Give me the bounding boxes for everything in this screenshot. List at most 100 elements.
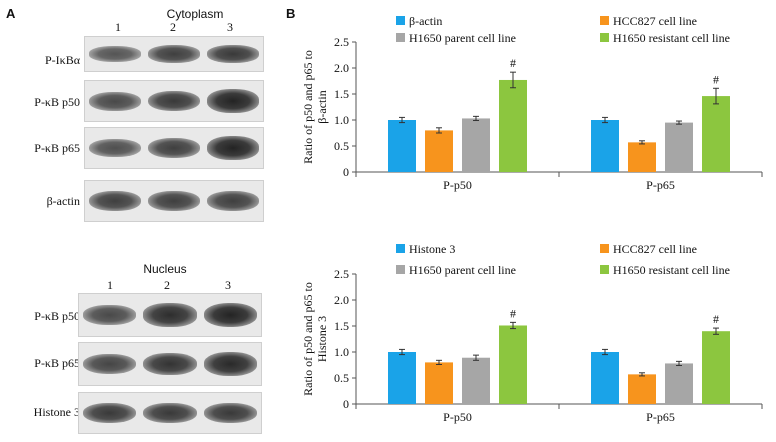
nucleus-title: Nucleus: [143, 262, 187, 276]
legend-label: H1650 parent cell line: [409, 263, 516, 277]
blot-band: [147, 190, 201, 212]
bar: [702, 331, 730, 404]
nuc-lane-1: 1: [107, 278, 113, 292]
legend-label: HCC827 cell line: [613, 14, 697, 28]
y-tick-label: 2.0: [334, 293, 349, 307]
significance-mark: #: [713, 72, 719, 86]
significance-mark: #: [510, 306, 516, 320]
x-tick-label: P-p50: [443, 410, 472, 424]
y-axis-label: Ratio of p50 and p65 to: [301, 282, 315, 396]
legend-label: H1650 resistant cell line: [613, 263, 730, 277]
bar: [425, 130, 453, 172]
bar: [462, 357, 490, 404]
y-axis-label: Ratio of p50 and p65 to: [301, 50, 315, 164]
blot-band: [147, 137, 201, 159]
legend-swatch: [600, 16, 609, 25]
y-axis-label: Histone 3: [315, 316, 329, 362]
cyto-blot-actin: [84, 180, 264, 222]
bar: [499, 79, 527, 172]
nuc-lane-2: 2: [164, 278, 170, 292]
legend-swatch: [396, 16, 405, 25]
bar: [665, 122, 693, 172]
cyto-row-label-1: P-IκBα: [44, 53, 80, 67]
blot-band: [88, 190, 141, 212]
blot-band: [207, 89, 260, 113]
y-tick-label: 2.5: [334, 267, 349, 281]
legend-label: H1650 parent cell line: [409, 31, 516, 45]
cyto-blot-p65: [84, 127, 264, 169]
y-tick-label: 1.0: [334, 345, 349, 359]
nuc-row-label-2: P-κB p65: [34, 356, 80, 370]
blot-band: [207, 136, 260, 160]
blot-band: [143, 402, 197, 424]
blot-band: [207, 45, 260, 63]
cyto-lane-3: 3: [227, 20, 233, 34]
legend-swatch: [396, 33, 405, 42]
blot-band: [143, 303, 197, 327]
blot-band: [203, 302, 258, 328]
legend-label: H1650 resistant cell line: [613, 31, 730, 45]
cyto-blot-p50: [84, 80, 264, 122]
x-tick-label: P-p65: [646, 410, 675, 424]
nuc-row-label-3: Histone 3: [33, 405, 80, 419]
bar: [425, 362, 453, 404]
y-axis-label: β-actin: [315, 90, 329, 123]
y-tick-label: 2.5: [334, 35, 349, 49]
y-tick-label: 2.0: [334, 61, 349, 75]
bar: [665, 363, 693, 404]
cyto-blot-ikba: [84, 36, 264, 72]
legend-label: HCC827 cell line: [613, 242, 697, 256]
bar: [628, 142, 656, 172]
blot-band: [82, 305, 136, 325]
panel-a-letter: A: [6, 6, 16, 21]
x-tick-label: P-p50: [443, 178, 472, 192]
legend-swatch: [396, 244, 405, 253]
blot-band: [82, 353, 136, 375]
legend-label: Histone 3: [409, 242, 455, 256]
y-tick-label: 1.5: [334, 87, 349, 101]
y-tick-label: 1.0: [334, 113, 349, 127]
x-tick-label: P-p65: [646, 178, 675, 192]
cyto-row-label-4: β-actin: [46, 194, 80, 208]
significance-mark: #: [713, 312, 719, 326]
cyto-row-label-3: P-κB p65: [34, 141, 80, 155]
nuc-blot-p50: [78, 293, 262, 337]
blot-band: [88, 46, 141, 62]
bar: [462, 118, 490, 172]
blot-band: [88, 91, 141, 111]
bar-chart-histone-3: Histone 3 HCC827 cell line H1650 parent ce…: [301, 242, 763, 424]
bar: [499, 325, 527, 404]
y-tick-label: 0: [343, 165, 349, 179]
y-tick-label: 0: [343, 397, 349, 411]
y-tick-label: 0.5: [334, 371, 349, 385]
blot-band: [88, 138, 141, 158]
bar: [702, 96, 730, 172]
bar-chart-beta-actin: β-actin HCC827 cell line H1650 parent cell…: [301, 14, 763, 192]
panel-b-letter: B: [286, 6, 296, 21]
bar: [591, 352, 619, 404]
cytoplasm-title: Cytoplasm: [166, 7, 224, 21]
legend-swatch: [600, 33, 609, 42]
y-tick-label: 0.5: [334, 139, 349, 153]
y-tick-label: 1.5: [334, 319, 349, 333]
bar: [388, 120, 416, 172]
nuc-lane-3: 3: [225, 278, 231, 292]
cyto-lane-2: 2: [170, 20, 176, 34]
blot-band: [143, 352, 197, 376]
blot-band: [203, 402, 258, 424]
nuc-row-label-1: P-κB p50: [34, 309, 80, 323]
legend-swatch: [600, 244, 609, 253]
nuc-blot-p65: [78, 342, 262, 386]
nuc-blot-histone: [78, 392, 262, 434]
blot-band: [203, 352, 258, 376]
blot-band: [82, 402, 136, 424]
legend-label: β-actin: [409, 14, 442, 28]
legend-swatch: [396, 265, 405, 274]
blot-band: [147, 90, 201, 112]
legend-swatch: [600, 265, 609, 274]
significance-mark: #: [510, 56, 516, 70]
cyto-lane-1: 1: [115, 20, 121, 34]
blot-band: [207, 190, 260, 212]
cyto-row-label-2: P-κB p50: [34, 95, 80, 109]
blot-band: [147, 45, 201, 63]
